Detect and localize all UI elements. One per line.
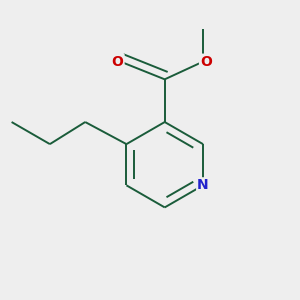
Text: N: N [197, 178, 209, 192]
Text: O: O [200, 55, 212, 69]
Text: O: O [112, 55, 124, 69]
